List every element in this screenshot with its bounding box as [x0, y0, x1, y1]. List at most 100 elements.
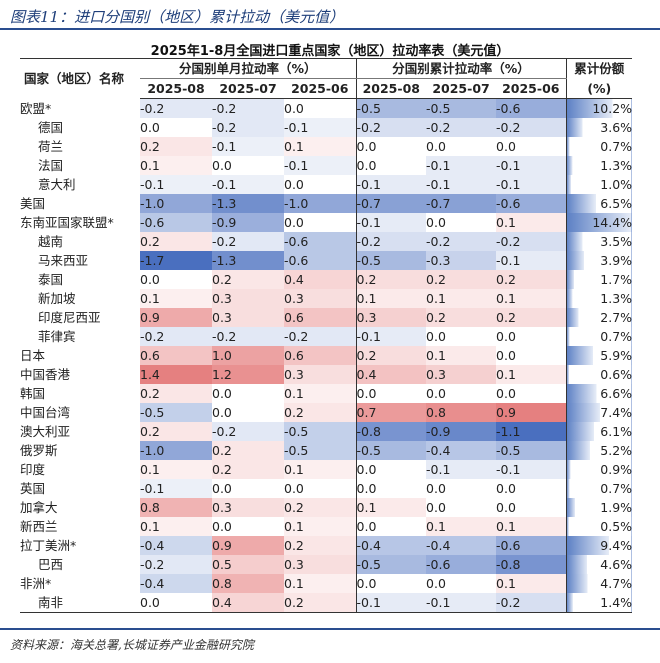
monthly-cell: 0.1 — [140, 460, 212, 479]
monthly-cell: -0.1 — [212, 137, 284, 156]
cumulative-cell: 0.3 — [426, 365, 497, 384]
table-row: 越南 0.2 -0.2 -0.6 -0.2 -0.2 -0.2 3.5% — [20, 232, 633, 251]
row-country: 荷兰 — [38, 139, 64, 154]
monthly-cell: -0.2 — [212, 327, 284, 346]
share-cell: 5.9% — [565, 346, 633, 365]
cumulative-cell: 0.1 — [426, 517, 497, 536]
cumulative-cell: 0.1 — [496, 289, 567, 308]
share-cell: 7.4% — [565, 403, 633, 422]
share-cell: 0.7% — [565, 327, 633, 346]
cumulative-cell: -0.7 — [355, 194, 427, 213]
monthly-cell: 0.1 — [284, 574, 357, 593]
cumulative-cell: 0.0 — [426, 327, 497, 346]
table-row: 南非 0.0 0.4 0.2 -0.1 -0.1 -0.2 1.4% — [20, 593, 633, 613]
monthly-cell: -0.2 — [140, 327, 212, 346]
cumulative-cell: 0.0 — [426, 384, 497, 403]
import-table: 国家（地区）名称 分国别单月拉动率（%） 分国别累计拉动率（%） 累计份额 20… — [20, 58, 633, 613]
monthly-cell: -0.2 — [212, 98, 284, 118]
cumulative-cell: -0.1 — [496, 251, 567, 270]
monthly-cell: -1.0 — [140, 441, 212, 460]
cumulative-cell: -0.1 — [496, 460, 567, 479]
cumulative-cell: -0.1 — [426, 460, 497, 479]
share-cell: 2.7% — [565, 308, 633, 327]
monthly-cell: -0.1 — [140, 175, 212, 194]
monthly-cell: 0.5 — [212, 555, 284, 574]
monthly-cell: 0.1 — [140, 517, 212, 536]
monthly-cell: 0.1 — [284, 517, 357, 536]
monthly-cell: -0.9 — [212, 213, 284, 232]
row-country: 澳大利亚 — [20, 424, 71, 439]
row-country: 中国台湾 — [20, 405, 71, 420]
cumulative-cell: 0.3 — [355, 308, 427, 327]
monthly-cell: 0.0 — [140, 593, 212, 613]
table-row: 新加坡 0.1 0.3 0.3 0.1 0.1 0.1 1.3% — [20, 289, 633, 308]
row-country: 马来西亚 — [38, 253, 89, 268]
share-cell: 1.3% — [565, 289, 633, 308]
monthly-cell: -1.7 — [140, 251, 212, 270]
table-row: 印度 0.1 0.2 0.1 0.0 -0.1 -0.1 0.9% — [20, 460, 633, 479]
table-row: 菲律宾 -0.2 -0.2 -0.2 -0.1 0.0 0.0 0.7% — [20, 327, 633, 346]
header-month: 2025-06 — [284, 78, 357, 99]
cumulative-cell: -0.5 — [355, 98, 427, 118]
table-body: 欧盟* -0.2 -0.2 0.0 -0.5 -0.5 -0.6 10.2% 德国 0.0 -0.2… — [20, 98, 633, 613]
monthly-cell: 0.0 — [140, 270, 212, 289]
monthly-cell: -0.4 — [140, 536, 212, 555]
cumulative-cell: 0.1 — [426, 346, 497, 365]
cumulative-cell: 0.0 — [355, 137, 427, 156]
cumulative-cell: -0.5 — [355, 441, 427, 460]
cumulative-cell: -0.4 — [426, 441, 497, 460]
monthly-cell: 0.2 — [140, 232, 212, 251]
share-cell: 6.6% — [565, 384, 633, 403]
cumulative-cell: 0.0 — [496, 327, 567, 346]
table-row: 荷兰 0.2 -0.1 0.1 0.0 0.0 0.0 0.7% — [20, 137, 633, 156]
cumulative-cell: -0.1 — [426, 156, 497, 175]
monthly-cell: 0.1 — [284, 384, 357, 403]
cumulative-cell: -0.2 — [426, 118, 497, 137]
cumulative-cell: -0.2 — [355, 232, 427, 251]
cumulative-cell: -0.4 — [355, 536, 427, 555]
monthly-cell: 0.0 — [140, 118, 212, 137]
monthly-cell: 0.2 — [140, 137, 212, 156]
cumulative-cell: -0.5 — [426, 98, 497, 118]
cumulative-cell: -0.3 — [426, 251, 497, 270]
row-country: 印度 — [20, 462, 46, 477]
cumulative-cell: 0.0 — [426, 213, 497, 232]
cumulative-cell: -0.6 — [426, 555, 497, 574]
cumulative-cell: 0.0 — [426, 574, 497, 593]
header-month: 2025-06 — [496, 78, 567, 99]
row-country: 韩国 — [20, 386, 46, 401]
cumulative-cell: 0.2 — [496, 270, 567, 289]
monthly-cell: 0.2 — [140, 422, 212, 441]
share-cell: 1.3% — [565, 156, 633, 175]
table-row: 德国 0.0 -0.2 -0.1 -0.2 -0.2 -0.2 3.6% — [20, 118, 633, 137]
monthly-cell: 0.0 — [212, 384, 284, 403]
header-country: 国家（地区）名称 — [20, 58, 140, 99]
cumulative-cell: 0.9 — [496, 403, 567, 422]
monthly-cell: -0.2 — [212, 232, 284, 251]
row-country: 美国 — [20, 196, 46, 211]
share-cell: 1.0% — [565, 175, 633, 194]
row-country: 新加坡 — [38, 291, 76, 306]
table-row: 日本 0.6 1.0 0.6 0.2 0.1 0.0 5.9% — [20, 346, 633, 365]
share-cell: 0.6% — [565, 365, 633, 384]
source-note: 资料来源：海关总署,长城证券产业金融研究院 — [10, 638, 254, 652]
monthly-cell: 0.2 — [212, 460, 284, 479]
table-row: 印度尼西亚 0.9 0.3 0.6 0.3 0.2 0.2 2.7% — [20, 308, 633, 327]
cumulative-cell: 0.7 — [355, 403, 427, 422]
cumulative-cell: -0.8 — [355, 422, 427, 441]
row-country: 加拿大 — [20, 500, 58, 515]
cumulative-cell: -0.6 — [496, 98, 567, 118]
monthly-cell: 0.6 — [284, 308, 357, 327]
share-cell: 3.6% — [565, 118, 633, 137]
monthly-cell: -0.6 — [284, 251, 357, 270]
cumulative-cell: -0.2 — [496, 118, 567, 137]
cumulative-cell: -0.5 — [496, 441, 567, 460]
cumulative-cell: 0.1 — [496, 517, 567, 536]
row-country: 德国 — [38, 120, 64, 135]
table-row: 欧盟* -0.2 -0.2 0.0 -0.5 -0.5 -0.6 10.2% — [20, 98, 633, 118]
monthly-cell: -0.4 — [140, 574, 212, 593]
table-row: 英国 -0.1 0.0 0.0 0.0 0.0 0.0 0.7% — [20, 479, 633, 498]
monthly-cell: -0.6 — [284, 232, 357, 251]
cumulative-cell: -0.1 — [496, 175, 567, 194]
monthly-cell: 0.3 — [284, 289, 357, 308]
